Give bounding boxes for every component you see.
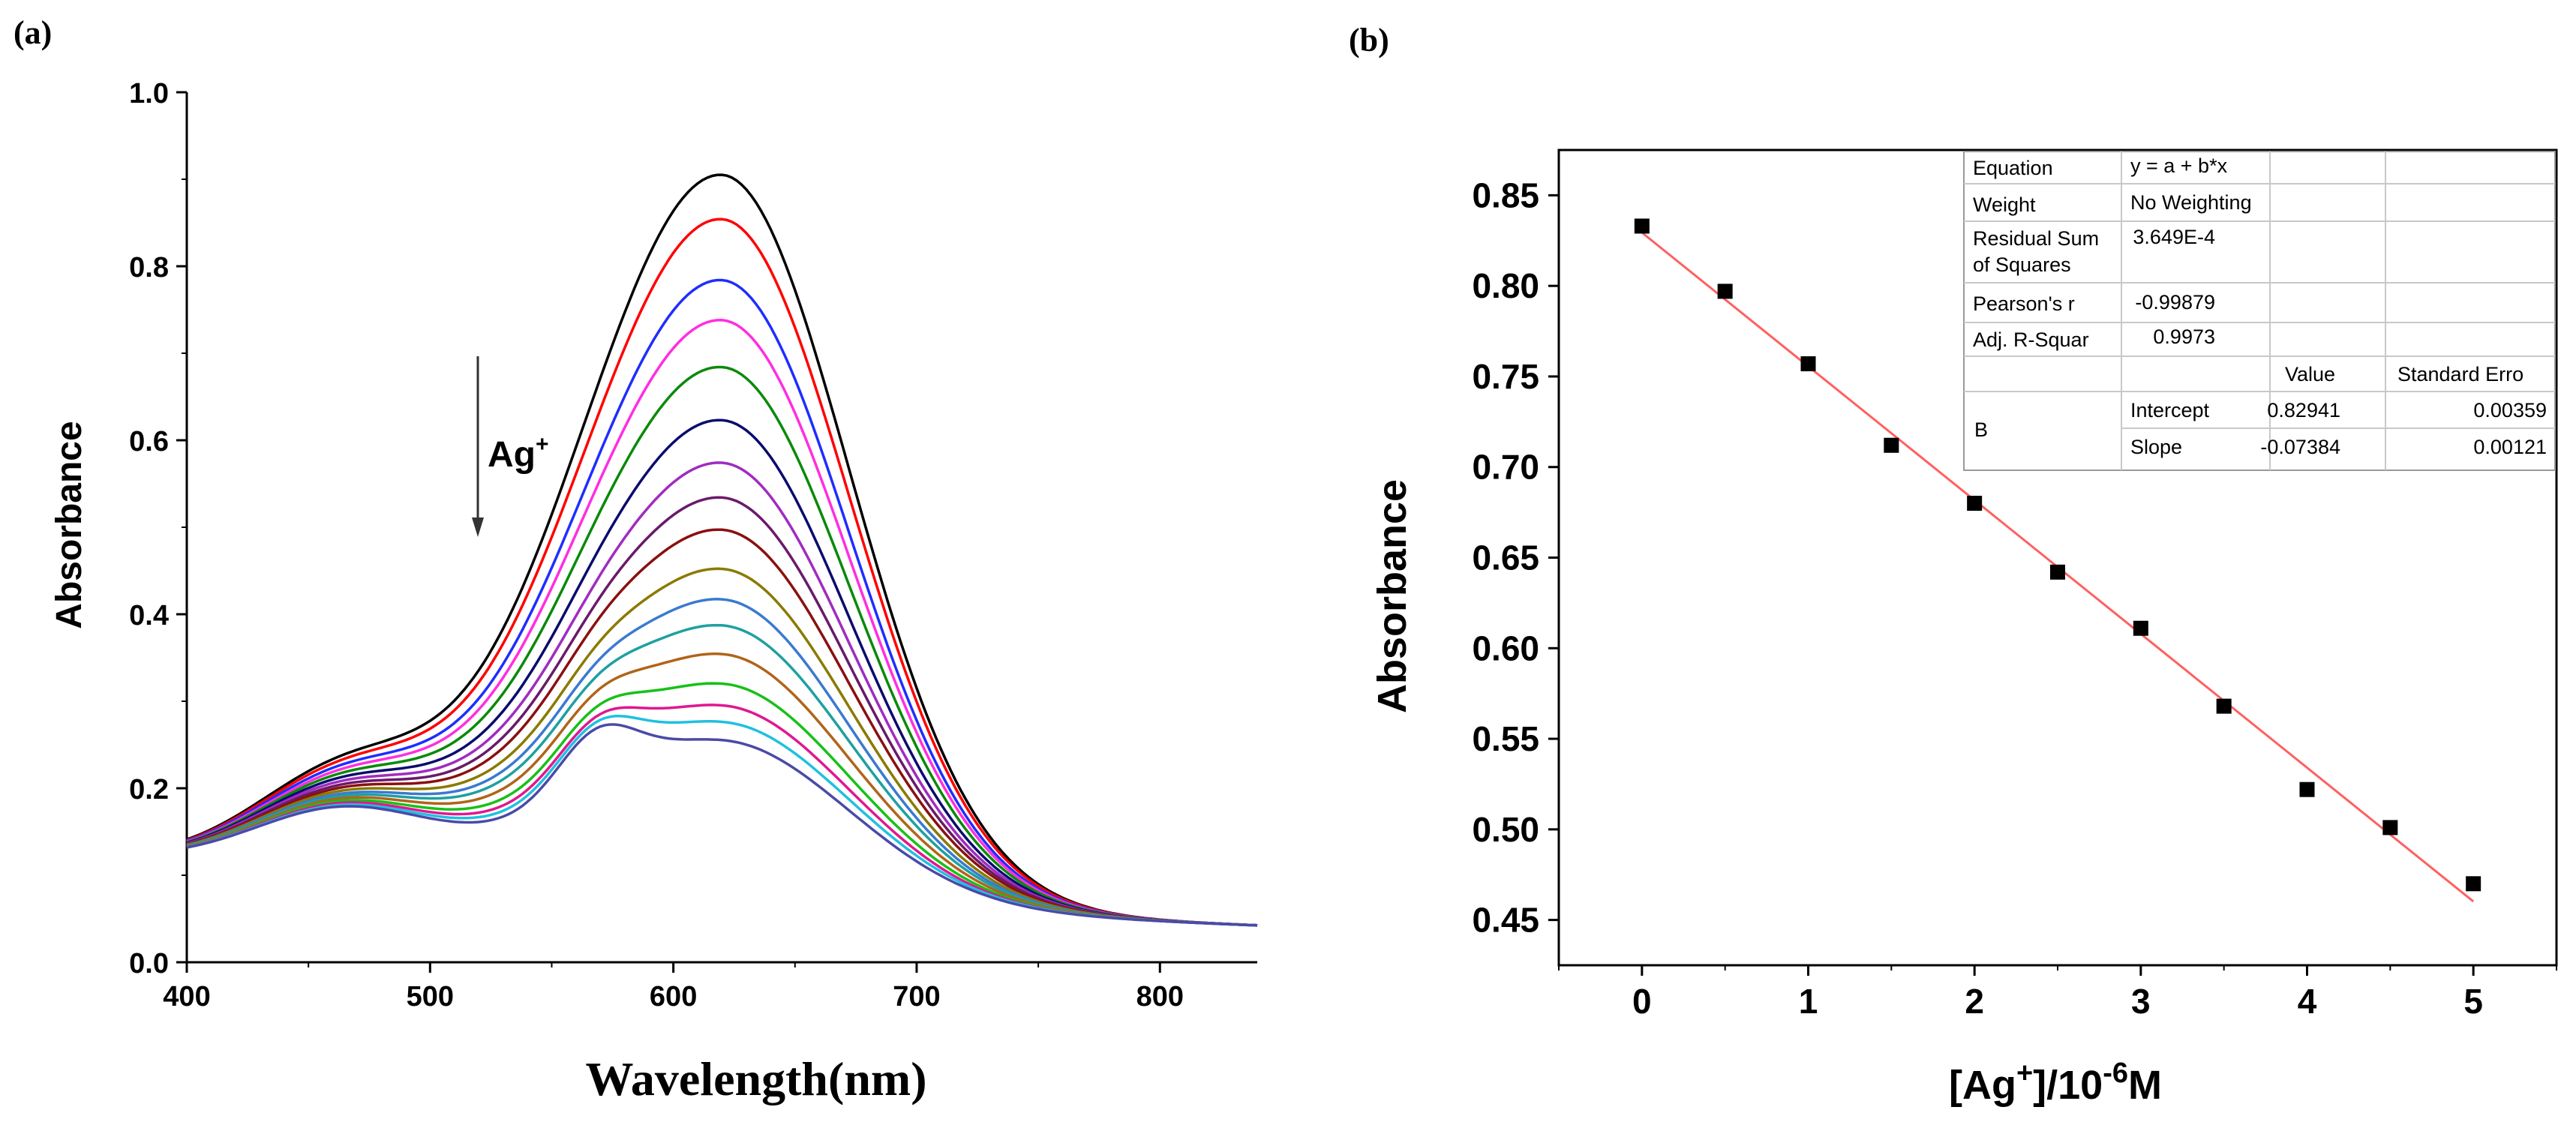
a-series-group bbox=[186, 173, 1258, 927]
b-x-tick-label: 1 bbox=[1799, 982, 1818, 1021]
panel-a-label: (a) bbox=[14, 14, 52, 51]
b-data-point bbox=[2382, 820, 2398, 836]
b-y-tick-label: 0.80 bbox=[1472, 266, 1539, 305]
b-y-tick-label: 0.55 bbox=[1472, 719, 1539, 758]
b-xlabel-part-d: -6 bbox=[2103, 1058, 2128, 1089]
cell-pearson-label: Pearson's r bbox=[1973, 292, 2075, 315]
b-y-tick-label: 0.45 bbox=[1472, 901, 1539, 940]
cell-adjr-label: Adj. R-Squar bbox=[1973, 328, 2089, 351]
a-spectrum-line bbox=[186, 714, 1258, 927]
a-y-tick-label: 0.6 bbox=[129, 426, 169, 458]
a-spectrum-line bbox=[186, 418, 1258, 927]
a-x-ticks: 400 500 600 700 800 bbox=[163, 962, 1184, 1012]
a-spectrum-line bbox=[186, 319, 1258, 927]
b-data-point bbox=[2216, 698, 2232, 714]
a-y-ticks: 0.0 0.2 0.4 0.6 0.8 1.0 bbox=[129, 78, 187, 980]
b-data-point bbox=[2133, 620, 2148, 636]
b-data-point bbox=[1967, 496, 1983, 512]
cell-intercept-value: 0.82941 bbox=[2267, 399, 2340, 422]
cell-intercept-label: Intercept bbox=[2130, 399, 2210, 422]
b-x-tick-label: 3 bbox=[2131, 982, 2151, 1021]
a-spectrum-line bbox=[186, 567, 1258, 927]
b-data-point bbox=[2466, 876, 2481, 892]
a-y-tick-label: 0.4 bbox=[129, 600, 169, 632]
b-y-axis-title: Absorbance bbox=[1370, 479, 1415, 713]
b-data-point bbox=[1800, 356, 1816, 372]
a-spectrum-line bbox=[186, 278, 1258, 927]
a-spectrum-line bbox=[186, 528, 1258, 927]
a-spectrum-line bbox=[186, 173, 1258, 927]
a-y-tick-label: 1.0 bbox=[129, 78, 169, 110]
b-x-axis-title: [Ag+]/10-6M bbox=[1949, 1058, 2162, 1108]
b-data-point bbox=[1884, 437, 1899, 453]
cell-slope-value: -0.07384 bbox=[2260, 436, 2340, 458]
a-spectrum-line bbox=[186, 461, 1258, 927]
b-xlabel-part-a: [Ag bbox=[1949, 1063, 2016, 1108]
b-y-ticks: 0.45 0.50 0.55 0.60 0.65 0.70 0.75 0.80 0.85 bbox=[1472, 176, 1559, 940]
a-y-tick-label: 0.8 bbox=[129, 252, 169, 284]
a-spectrum-line bbox=[186, 704, 1258, 927]
cell-residual-label-line1: Residual Sum bbox=[1973, 227, 2099, 250]
b-y-tick-label: 0.70 bbox=[1472, 448, 1539, 487]
cell-b-label: B bbox=[1974, 418, 1988, 441]
cell-slope-label: Slope bbox=[2130, 436, 2182, 458]
cell-residual-label-line2: of Squares bbox=[1973, 254, 2071, 276]
ag-annotation-superscript: + bbox=[536, 432, 549, 457]
b-y-tick-label: 0.50 bbox=[1472, 810, 1539, 849]
cell-pearson-value: -0.99879 bbox=[2135, 291, 2215, 314]
cell-slope-stderr: 0.00121 bbox=[2473, 436, 2547, 458]
b-xlabel-part-c: ]/10 bbox=[2033, 1063, 2103, 1108]
cell-equation-label: Equation bbox=[1973, 157, 2053, 179]
fit-table-gridlines bbox=[1964, 152, 2555, 470]
spectra-chart: 0.0 0.2 0.4 0.6 0.8 1.0 400 500 600 700 800 Wavel… bbox=[50, 78, 1258, 1106]
b-x-tick-label: 2 bbox=[1965, 982, 1984, 1021]
panel-b-label: (b) bbox=[1349, 22, 1389, 58]
fit-statistics-table: Equation y = a + b*x Weight No Weighting… bbox=[1963, 151, 2556, 471]
b-data-point bbox=[2299, 782, 2315, 797]
cell-intercept-stderr: 0.00359 bbox=[2473, 399, 2547, 422]
a-x-tick-label: 600 bbox=[650, 981, 697, 1012]
a-y-axis-title: Absorbance bbox=[50, 421, 89, 628]
b-data-point bbox=[1717, 284, 1733, 299]
a-x-tick-label: 700 bbox=[893, 981, 940, 1012]
cell-adjr-value: 0.9973 bbox=[2153, 326, 2215, 348]
b-xlabel-part-e: M bbox=[2128, 1063, 2162, 1108]
a-y-tick-label: 0.0 bbox=[129, 948, 169, 980]
b-xlabel-part-b: + bbox=[2016, 1058, 2033, 1089]
cell-stderr-header: Standard Erro bbox=[2397, 363, 2523, 386]
cell-weight-value: No Weighting bbox=[2130, 191, 2252, 214]
cell-value-header: Value bbox=[2285, 363, 2335, 386]
b-y-tick-label: 0.75 bbox=[1472, 357, 1539, 396]
a-x-axis-title: Wavelength(nm) bbox=[585, 1052, 926, 1106]
ag-annotation: Ag+ bbox=[488, 432, 549, 475]
cell-residual-value: 3.649E-4 bbox=[2133, 226, 2215, 248]
a-spectrum-line bbox=[186, 365, 1258, 927]
b-x-ticks: 0 1 2 3 4 5 bbox=[1558, 965, 2557, 1021]
arrowhead-icon bbox=[472, 518, 484, 537]
a-x-tick-label: 800 bbox=[1136, 981, 1184, 1012]
calibration-chart: 0.45 0.50 0.55 0.60 0.65 0.70 0.75 0.80 0.85 0 1 2… bbox=[1370, 148, 2558, 1108]
b-x-tick-label: 5 bbox=[2463, 982, 2483, 1021]
a-spectrum-line bbox=[186, 218, 1258, 927]
b-data-point bbox=[2050, 564, 2065, 580]
cell-weight-label: Weight bbox=[1973, 194, 2036, 216]
a-y-tick-label: 0.2 bbox=[129, 774, 169, 806]
b-x-tick-label: 4 bbox=[2298, 982, 2317, 1021]
b-y-tick-label: 0.65 bbox=[1472, 538, 1539, 578]
a-x-tick-label: 400 bbox=[163, 981, 210, 1012]
a-spectrum-line bbox=[186, 723, 1258, 927]
b-y-tick-label: 0.60 bbox=[1472, 628, 1539, 668]
b-data-points bbox=[1634, 218, 2481, 892]
b-data-point bbox=[1634, 218, 1650, 234]
b-y-tick-label: 0.85 bbox=[1472, 176, 1539, 214]
ag-annotation-text: Ag bbox=[488, 435, 536, 475]
cell-equation-value: y = a + b*x bbox=[2130, 154, 2228, 177]
a-spectrum-line bbox=[186, 496, 1258, 927]
b-x-tick-label: 0 bbox=[1632, 982, 1652, 1021]
fit-table-border bbox=[1963, 151, 2556, 471]
a-x-tick-label: 500 bbox=[407, 981, 454, 1012]
